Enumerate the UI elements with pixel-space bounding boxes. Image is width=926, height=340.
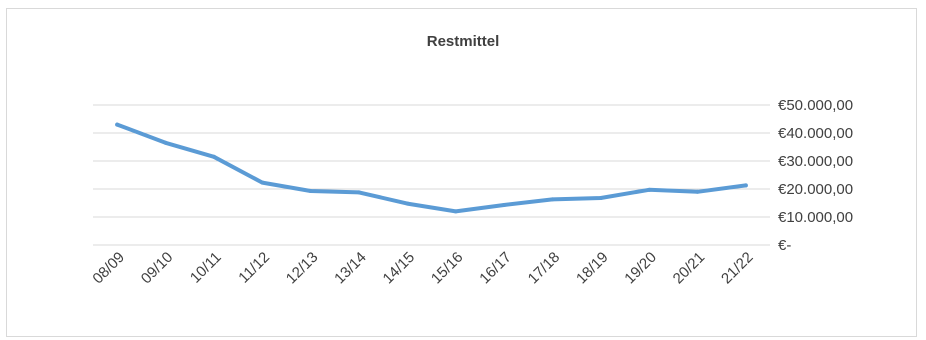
x-tick-label: 17/18 xyxy=(525,249,564,288)
series-line xyxy=(115,122,748,214)
data-point xyxy=(308,188,313,193)
x-tick-label: 15/16 xyxy=(428,249,467,288)
series-layer xyxy=(115,122,748,214)
x-tick-label: 10/11 xyxy=(187,249,225,287)
data-point xyxy=(695,189,700,194)
x-tick-label: 13/14 xyxy=(331,249,370,288)
x-tick-label: 11/12 xyxy=(235,249,273,287)
x-tick-label: 19/20 xyxy=(621,249,660,288)
data-point xyxy=(502,202,507,207)
y-tick-label: €- xyxy=(778,237,791,254)
x-tick-label: 12/13 xyxy=(283,249,322,288)
data-point xyxy=(550,197,555,202)
y-tick-label: €50.000,00 xyxy=(778,97,853,114)
x-tick-label: 14/15 xyxy=(380,249,419,288)
x-axis-ticks: 08/09 09/10 10/11 11/12 12/13 13/14 14/15 15/16… xyxy=(89,249,756,288)
data-point xyxy=(453,209,458,214)
data-point xyxy=(211,154,216,159)
data-point xyxy=(598,195,603,200)
data-point xyxy=(743,183,748,188)
x-tick-label: 21/22 xyxy=(718,249,757,288)
data-point xyxy=(115,122,120,127)
x-tick-label: 09/10 xyxy=(138,249,177,288)
chart-frame xyxy=(6,8,917,337)
y-tick-label: €30.000,00 xyxy=(778,153,853,170)
x-tick-label: 16/17 xyxy=(476,249,515,288)
data-point xyxy=(260,180,265,185)
gridlines xyxy=(93,104,770,246)
x-tick-label: 18/19 xyxy=(573,249,612,288)
data-point xyxy=(356,190,361,195)
y-tick-label: €20.000,00 xyxy=(778,181,853,198)
y-tick-label: €10.000,00 xyxy=(778,209,853,226)
chart-title: Restmittel xyxy=(426,33,500,50)
data-point xyxy=(405,201,410,206)
x-tick-label: 20/21 xyxy=(670,249,709,288)
data-point xyxy=(647,187,652,192)
x-tick-label: 08/09 xyxy=(89,249,128,288)
data-point xyxy=(163,140,168,145)
y-tick-label: €40.000,00 xyxy=(778,125,853,142)
y-axis-ticks: €- €10.000,00 €20.000,00 €30.000,00 €40.000,… xyxy=(778,97,853,254)
